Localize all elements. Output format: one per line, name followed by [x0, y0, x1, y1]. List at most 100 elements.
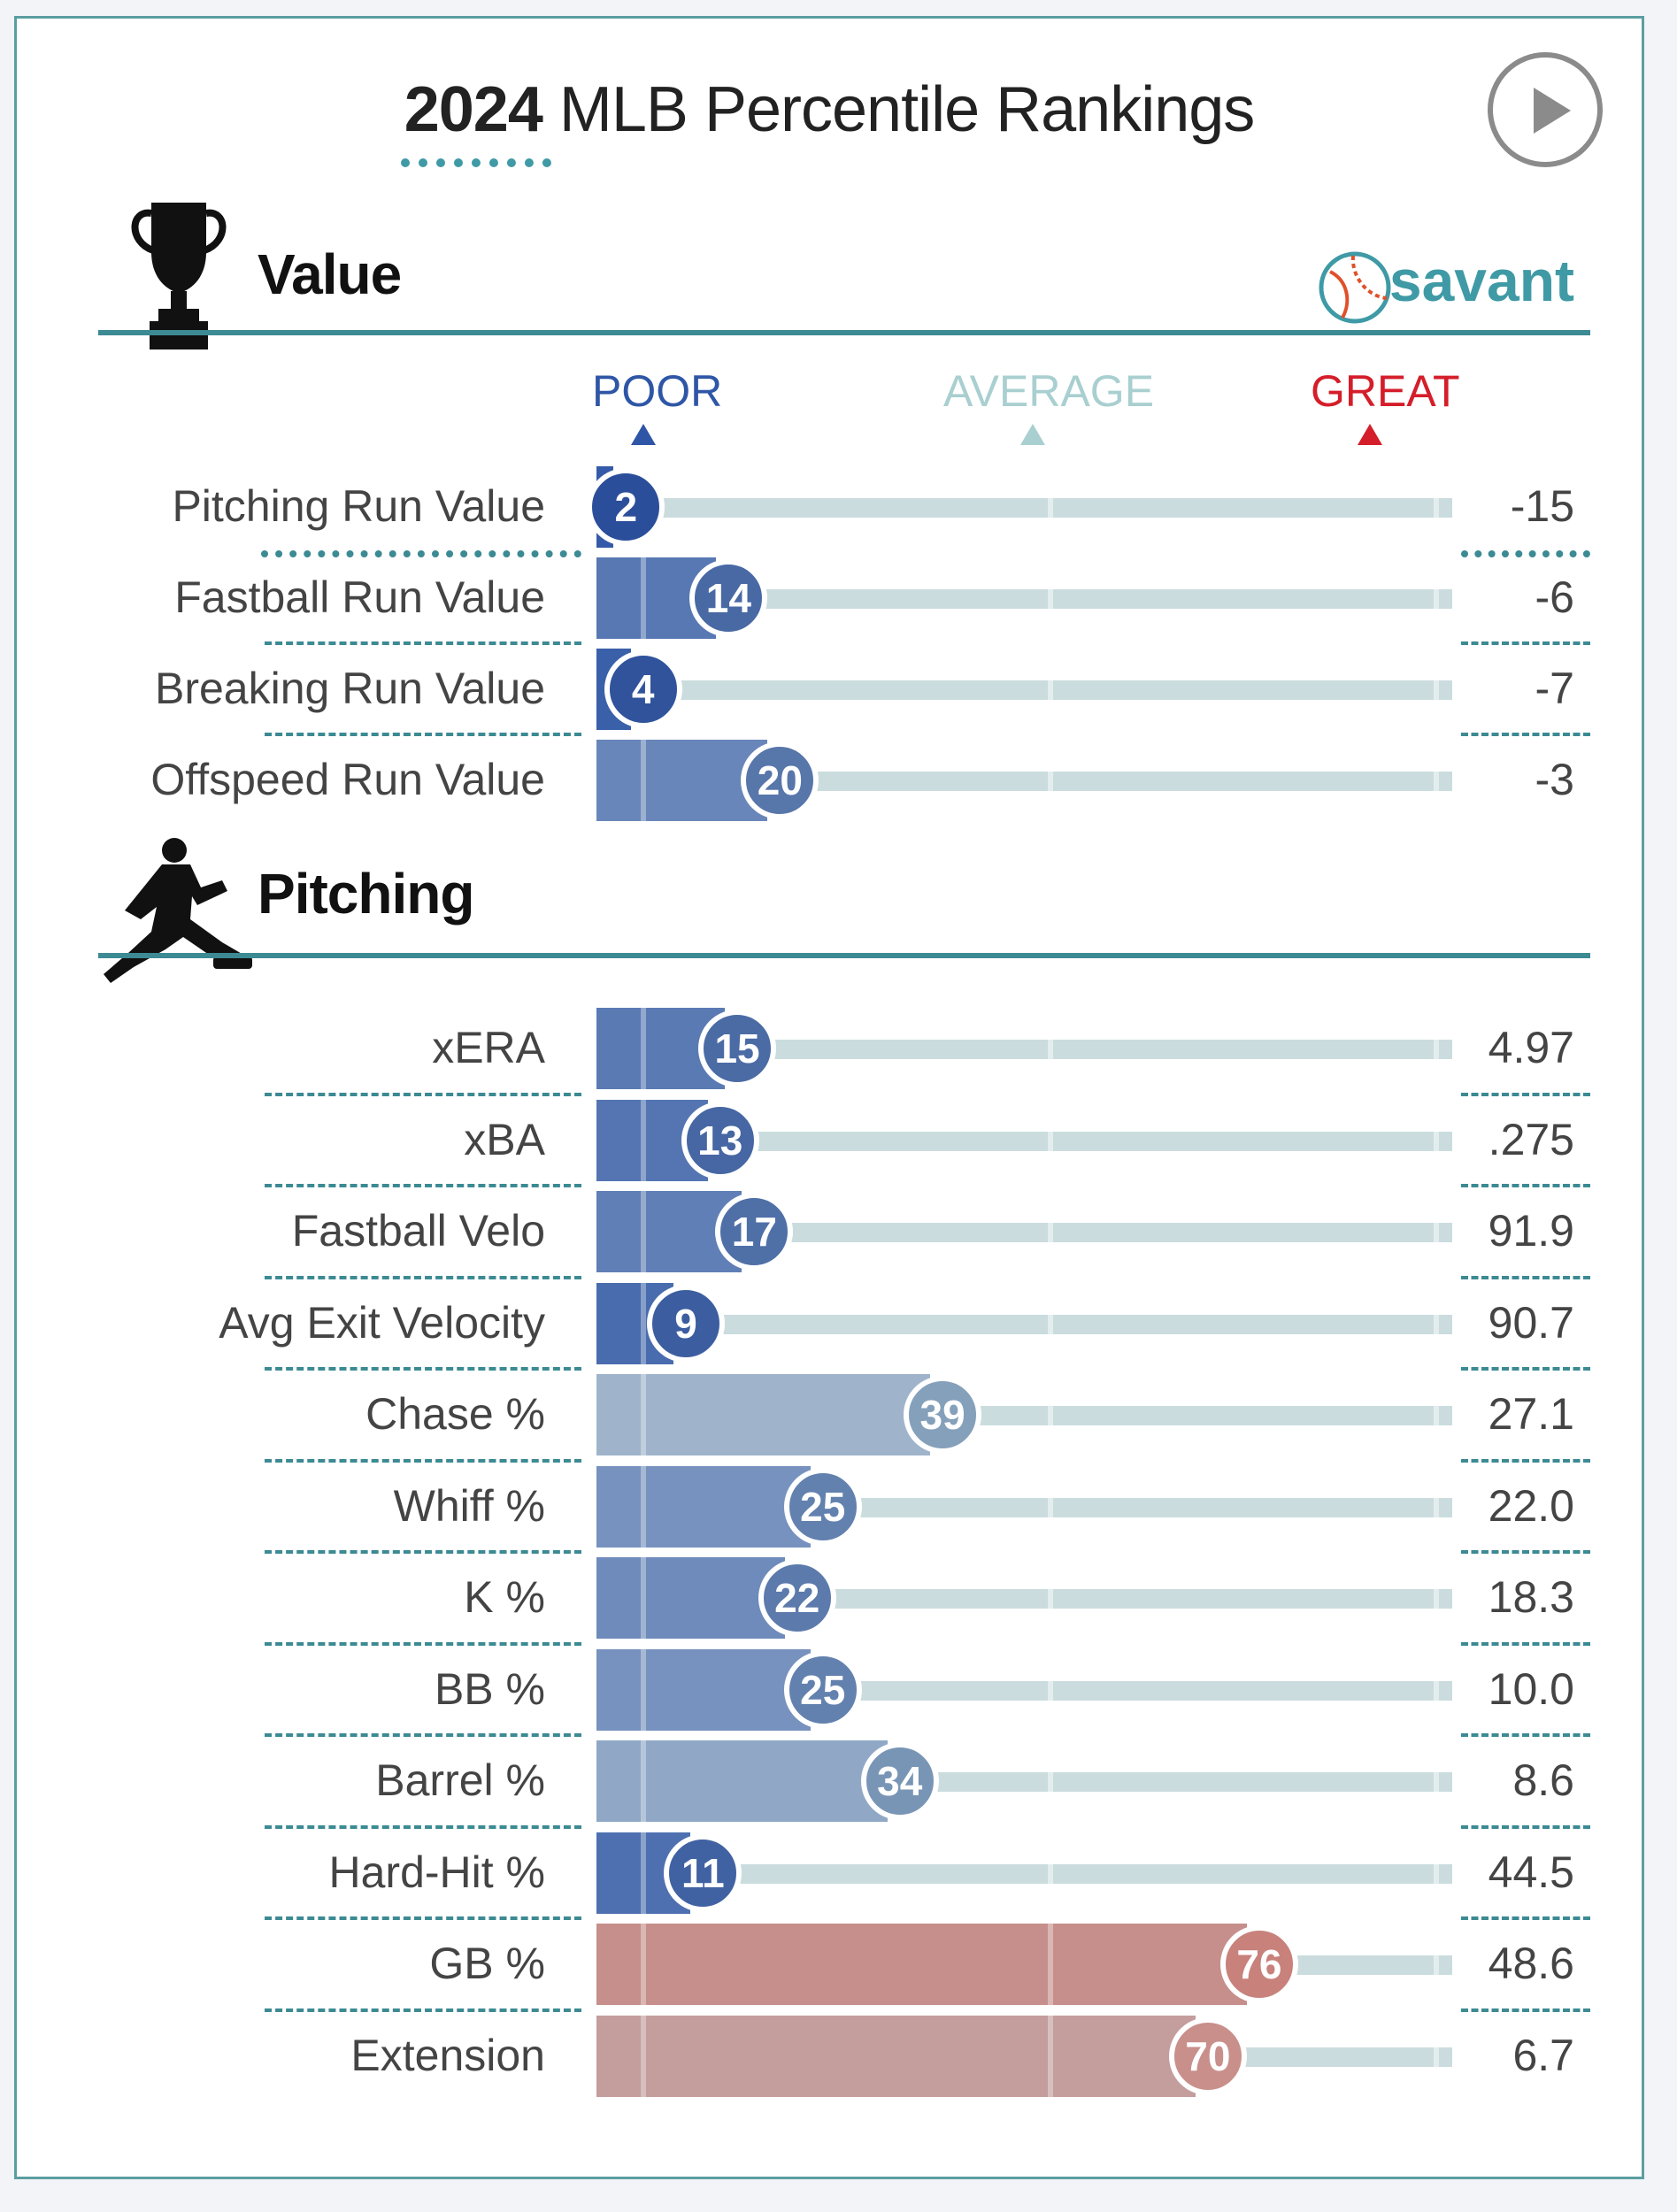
row-separator-right: [1461, 1824, 1590, 1829]
track-tick: [1048, 1680, 1053, 1701]
row-separator-left: [265, 1458, 581, 1463]
row-separator-right: [1461, 1458, 1590, 1463]
track-tick: [1048, 1497, 1053, 1517]
row-separator-left: [265, 1367, 581, 1371]
percentile-track: [596, 1314, 1452, 1334]
percentile-bar: [596, 2015, 1196, 2097]
section-title-value: Value: [258, 242, 402, 306]
stat-value: 4.97: [1488, 1023, 1574, 1072]
great-arrow-icon: [1358, 424, 1382, 445]
track-tick: [1434, 772, 1439, 791]
row-separator-right: [1461, 1641, 1590, 1646]
row-separator-right: [1461, 1275, 1590, 1279]
bar-tick: [1048, 2015, 1053, 2097]
percentile-bar: [596, 1740, 888, 1822]
track-tick: [1048, 1589, 1053, 1609]
metric-label: xERA: [432, 1023, 545, 1072]
play-icon: [1534, 88, 1571, 134]
stat-value: .275: [1488, 1114, 1574, 1164]
row-separator-left: [265, 1092, 581, 1096]
stat-value: 22.0: [1488, 1480, 1574, 1531]
track-tick: [1048, 589, 1053, 609]
metric-label: GB %: [429, 1939, 545, 1988]
track-tick: [1048, 1040, 1053, 1059]
track-tick: [1048, 680, 1053, 700]
row-separator-left: [265, 1824, 581, 1829]
metric-label: Fastball Run Value: [174, 572, 545, 622]
row-separator-right: [1461, 2008, 1590, 2012]
row-separator-left: [265, 1550, 581, 1554]
bar-tick: [641, 1557, 646, 1639]
percentile-bar: [596, 1374, 931, 1455]
metric-label: Barrel %: [375, 1755, 545, 1805]
metric-label: Avg Exit Velocity: [219, 1297, 545, 1348]
track-tick: [1048, 1772, 1053, 1792]
play-button[interactable]: [1488, 52, 1603, 167]
poor-arrow-icon: [631, 424, 656, 445]
metric-label: Hard-Hit %: [328, 1847, 545, 1897]
track-tick: [1048, 1314, 1053, 1334]
pitcher-icon: [104, 838, 252, 983]
row-separator-left: [265, 2008, 581, 2012]
scale-label-average: AVERAGE: [943, 366, 1155, 416]
row-separator-right: [1461, 641, 1590, 645]
bar-tick: [1048, 1924, 1053, 2005]
title-underline: [401, 158, 551, 167]
row-separator-right: [1461, 1092, 1590, 1096]
bar-tick: [641, 1740, 646, 1822]
average-arrow-icon: [1020, 424, 1045, 445]
percentile-badge: 11: [664, 1833, 742, 1912]
percentile-badge: 25: [783, 1650, 862, 1729]
row-separator-right: [1461, 733, 1590, 736]
track-tick: [1434, 1223, 1439, 1242]
track-tick: [1434, 1589, 1439, 1609]
row-separator-left: [265, 1916, 581, 1920]
track-tick: [1048, 1863, 1053, 1884]
percentile-badge: 9: [647, 1284, 726, 1363]
row-separator-right: [1461, 1550, 1590, 1554]
bar-tick: [641, 1832, 646, 1914]
bar-tick: [641, 1374, 646, 1455]
pitching-section-rule: [98, 953, 1590, 958]
row-separator-right: [1461, 1184, 1590, 1187]
percentile-badge: 15: [698, 1010, 777, 1087]
title-year: 2024: [404, 74, 543, 145]
title-text: MLB Percentile Rankings: [558, 74, 1255, 145]
track-tick: [1434, 498, 1439, 518]
value-section-rule: [98, 330, 1590, 335]
bar-tick: [641, 1282, 646, 1364]
track-tick: [1434, 1863, 1439, 1884]
percentile-badge: 76: [1219, 1925, 1298, 2003]
stat-value: 6.7: [1512, 2030, 1574, 2080]
percentile-badge: 14: [689, 559, 768, 637]
bar-tick: [641, 1924, 646, 2005]
stat-value: 90.7: [1488, 1297, 1574, 1348]
track-tick: [1434, 2047, 1439, 2067]
percentile-bar: [596, 1557, 785, 1639]
metric-label: Fastball Velo: [291, 1206, 545, 1256]
stat-value: 44.5: [1488, 1847, 1574, 1897]
track-tick: [1048, 1223, 1053, 1242]
metric-label: K %: [464, 1572, 545, 1622]
percentile-bar: [596, 1465, 811, 1548]
bar-tick: [641, 1008, 646, 1089]
track-tick: [1048, 772, 1053, 791]
stat-value: -7: [1535, 664, 1574, 713]
bar-tick: [641, 1648, 646, 1731]
track-tick: [1434, 1955, 1439, 1975]
row-separator-right: [1461, 1367, 1590, 1371]
track-tick: [1048, 1406, 1053, 1425]
percentile-bar: [596, 1648, 811, 1731]
track-tick: [1434, 1772, 1439, 1792]
percentile-card: 2024 MLB Percentile Rankings Value savan…: [14, 16, 1644, 2179]
track-tick: [1048, 1131, 1053, 1151]
stat-value: 91.9: [1488, 1206, 1574, 1256]
bar-tick: [641, 1099, 646, 1181]
metric-label: xBA: [464, 1114, 545, 1164]
bar-tick: [641, 2015, 646, 2097]
metric-label: Breaking Run Value: [154, 664, 545, 713]
percentile-badge: 39: [904, 1376, 982, 1454]
trophy-icon: [131, 203, 227, 349]
section-title-pitching: Pitching: [258, 862, 474, 926]
track-tick: [1434, 1680, 1439, 1701]
